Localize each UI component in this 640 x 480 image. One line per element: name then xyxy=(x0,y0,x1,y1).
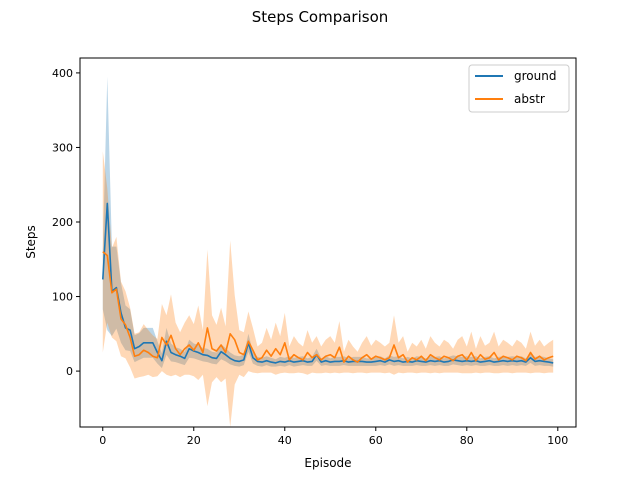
x-axis-ticks: 0 20 40 60 80 100 xyxy=(99,427,568,447)
y-tick-label: 100 xyxy=(52,291,73,304)
legend-label-ground: ground xyxy=(514,69,556,83)
line-abstr xyxy=(102,251,554,363)
band-ground xyxy=(102,76,554,369)
legend: ground abstr xyxy=(468,64,570,113)
x-tick-label: 80 xyxy=(460,434,474,447)
band-abstr xyxy=(102,151,554,427)
x-tick-label: 60 xyxy=(369,434,383,447)
x-tick-label: 0 xyxy=(99,434,106,447)
y-tick-label: 300 xyxy=(52,141,73,154)
plot-frame xyxy=(79,57,577,428)
chart-title: Steps Comparison xyxy=(252,8,389,26)
x-tick-label: 20 xyxy=(187,434,201,447)
legend-label-abstr: abstr xyxy=(514,92,545,106)
line-ground xyxy=(102,202,554,364)
x-tick-label: 100 xyxy=(547,434,568,447)
confidence-bands xyxy=(102,76,554,427)
series-lines xyxy=(102,202,554,364)
y-axis-label: Steps xyxy=(24,225,38,259)
x-axis-label: Episode xyxy=(304,456,351,470)
x-tick-label: 40 xyxy=(278,434,292,447)
y-axis-ticks: 0 100 200 300 400 xyxy=(52,67,80,378)
y-tick-label: 400 xyxy=(52,67,73,80)
y-tick-label: 200 xyxy=(52,216,73,229)
y-tick-label: 0 xyxy=(66,365,73,378)
